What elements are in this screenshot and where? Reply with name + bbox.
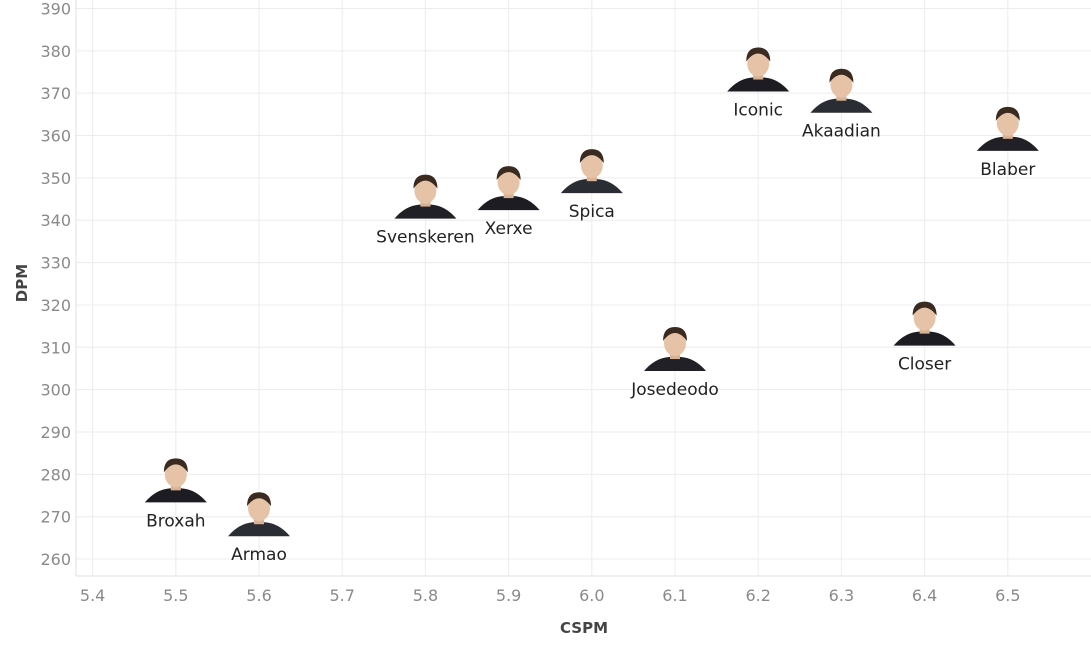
point-label: Xerxe: [485, 219, 533, 239]
player-portrait-hair: [163, 458, 188, 473]
point-label: Svenskeren: [376, 228, 475, 248]
x-axis-title: CSPM: [560, 619, 608, 637]
data-point: Josedeodo: [630, 327, 719, 400]
y-tick-label: 360: [40, 127, 71, 146]
x-tick-label: 6.3: [829, 586, 854, 605]
y-tick-label: 290: [40, 423, 71, 442]
player-portrait-head: [830, 71, 853, 98]
y-tick-label: 260: [40, 550, 71, 569]
player-portrait-body: [810, 98, 873, 113]
x-tick-label: 5.4: [80, 586, 105, 605]
x-tick-label: 6.1: [662, 586, 687, 605]
y-tick-label: 370: [40, 84, 71, 103]
player-portrait-head: [913, 304, 936, 331]
axes: [75, 0, 1091, 577]
x-tick-label: 6.0: [579, 586, 604, 605]
data-point: Armao: [228, 492, 291, 565]
data-point: Xerxe: [477, 166, 540, 239]
player-portrait-hair: [995, 106, 1020, 121]
y-tick-label: 340: [40, 211, 71, 230]
player-portrait-body: [560, 179, 623, 194]
y-axis-ticks: 260 270 280 290 300 310 320 330 340 350 360 370 380 3…: [40, 0, 71, 569]
player-portrait-hair: [912, 301, 937, 316]
player-portrait-hair: [413, 174, 438, 189]
y-tick-label: 350: [40, 169, 71, 188]
data-point: Spica: [560, 149, 623, 222]
player-portrait-body: [727, 77, 790, 92]
y-tick-label: 270: [40, 508, 71, 527]
x-tick-label: 6.2: [745, 586, 770, 605]
data-point: Akaadian: [802, 68, 881, 142]
player-portrait-hair: [496, 166, 521, 181]
x-tick-label: 5.6: [246, 586, 271, 605]
x-tick-label: 6.4: [912, 586, 937, 605]
player-portrait-head: [996, 109, 1019, 136]
player-portrait-head: [580, 152, 603, 179]
y-axis-title: DPM: [13, 264, 31, 302]
player-portrait-hair: [663, 327, 688, 342]
point-label: Broxah: [146, 511, 205, 531]
y-tick-label: 380: [40, 42, 71, 61]
player-portrait-body: [893, 331, 956, 346]
point-label: Akaadian: [802, 122, 881, 142]
player-portrait-head: [664, 330, 687, 357]
player-portrait-hair: [829, 68, 854, 83]
x-tick-label: 5.7: [330, 586, 355, 605]
y-tick-label: 300: [40, 381, 71, 400]
player-portrait-head: [164, 461, 187, 488]
point-label: Closer: [898, 355, 951, 375]
x-tick-label: 5.5: [163, 586, 188, 605]
player-portrait-body: [228, 522, 291, 537]
x-tick-label: 5.9: [496, 586, 521, 605]
x-tick-label: 5.8: [413, 586, 438, 605]
player-portrait-head: [414, 177, 437, 204]
player-portrait-body: [976, 136, 1039, 151]
player-portrait-hair: [746, 47, 771, 62]
y-tick-label: 280: [40, 465, 71, 484]
player-portrait-body: [644, 357, 707, 372]
player-portrait-head: [497, 169, 520, 196]
player-portrait-hair: [247, 492, 272, 507]
data-point: Svenskeren: [376, 174, 475, 248]
x-tick-label: 6.5: [995, 586, 1020, 605]
player-portrait-head: [248, 495, 271, 522]
x-axis-ticks: 5.4 5.5 5.6 5.7 5.8 5.9 6.0 6.1 6.2 6.3 6.4 6.5: [80, 586, 1021, 605]
player-portrait-hair: [579, 149, 604, 164]
point-label: Iconic: [733, 101, 783, 121]
player-portrait-body: [477, 196, 540, 211]
player-portrait-body: [394, 204, 457, 219]
data-point: Broxah: [144, 458, 207, 531]
grid: [76, 0, 1091, 576]
point-label: Spica: [569, 202, 615, 222]
player-portrait-body: [144, 488, 207, 503]
data-point: Closer: [893, 301, 956, 375]
data-point: Iconic: [727, 47, 790, 121]
point-label: Josedeodo: [630, 380, 719, 400]
y-tick-label: 330: [40, 254, 71, 273]
data-points: Broxah Armao Svenskeren Xerxe Spica Josedeodo…: [144, 47, 1039, 565]
y-tick-label: 390: [40, 0, 71, 18]
data-point: Blaber: [976, 106, 1039, 180]
player-portrait-head: [747, 50, 770, 77]
point-label: Blaber: [980, 160, 1035, 180]
y-tick-label: 310: [40, 338, 71, 357]
y-tick-label: 320: [40, 296, 71, 315]
point-label: Armao: [231, 545, 287, 565]
